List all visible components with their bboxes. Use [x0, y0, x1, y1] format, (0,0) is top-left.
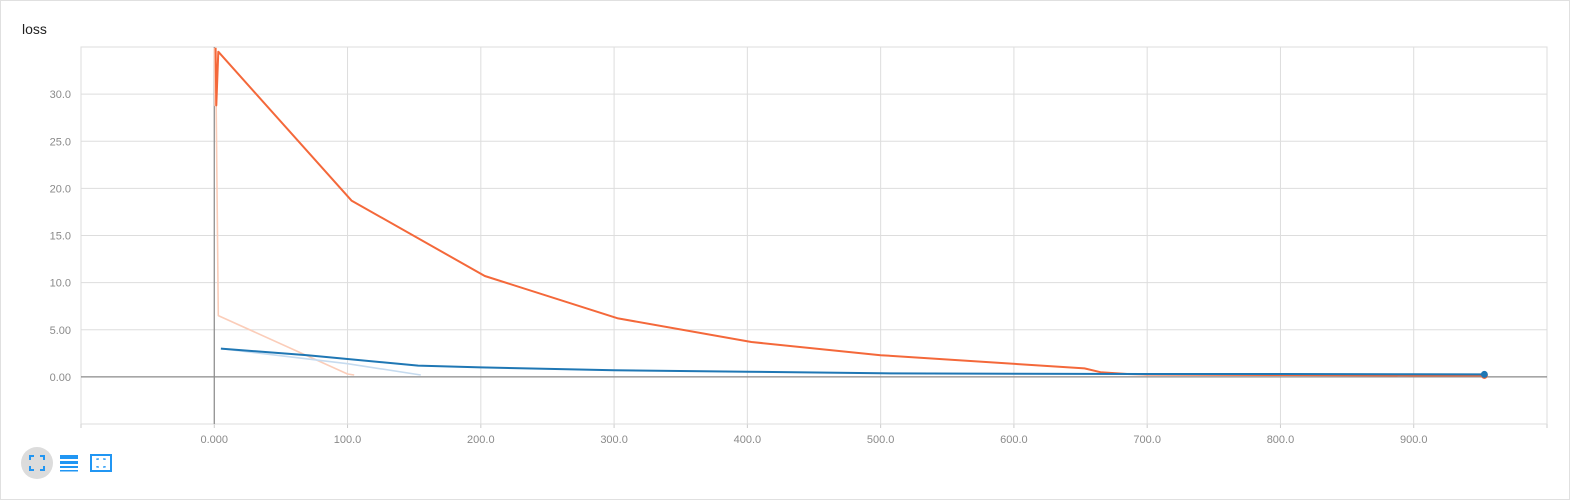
fit-domain-button[interactable] — [21, 447, 53, 479]
series-end-point-3 — [1480, 370, 1488, 378]
x-tick-label: 800.0 — [1267, 434, 1295, 446]
data-table-button[interactable] — [53, 447, 85, 479]
x-tick-label: 400.0 — [734, 434, 762, 446]
chart-toolbar — [21, 447, 117, 479]
data-table-icon — [60, 455, 78, 472]
x-tick-label: 900.0 — [1400, 434, 1428, 446]
y-tick-label: 25.0 — [50, 136, 71, 148]
y-tick-label: 30.0 — [50, 89, 71, 101]
x-tick-label: 100.0 — [334, 434, 362, 446]
series-line-2 — [220, 347, 421, 376]
series-line-1 — [214, 47, 1485, 377]
y-tick-label: 0.00 — [50, 372, 71, 384]
x-tick-label: 500.0 — [867, 434, 895, 446]
y-tick-label: 15.0 — [50, 231, 71, 243]
selection-box-icon — [90, 454, 112, 472]
fit-domain-icon — [29, 455, 45, 471]
series-line-0 — [213, 47, 355, 376]
x-tick-label: 0.000 — [201, 434, 229, 446]
x-tick-label: 300.0 — [600, 434, 628, 446]
y-tick-label: 20.0 — [50, 183, 71, 195]
x-tick-label: 600.0 — [1000, 434, 1028, 446]
selection-box-button[interactable] — [85, 447, 117, 479]
x-tick-label: 200.0 — [467, 434, 495, 446]
chart-title: loss — [22, 21, 47, 37]
y-tick-label: 10.0 — [50, 278, 71, 290]
y-tick-label: 5.00 — [50, 325, 71, 337]
x-tick-label: 700.0 — [1133, 434, 1161, 446]
series-line-3 — [220, 347, 1485, 376]
